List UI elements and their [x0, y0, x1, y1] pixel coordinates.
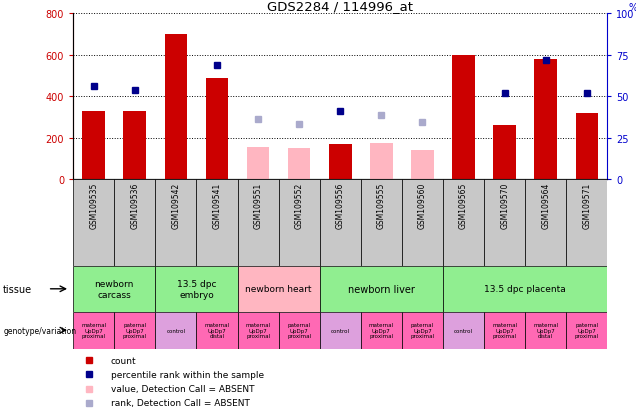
Bar: [288, 149, 310, 180]
Text: GSM109571: GSM109571: [583, 182, 591, 228]
Bar: [443, 266, 607, 312]
Bar: [205, 78, 228, 180]
Bar: [534, 60, 557, 180]
Bar: [279, 180, 320, 266]
Bar: [155, 312, 197, 349]
Text: GSM109555: GSM109555: [377, 182, 386, 228]
Bar: [329, 145, 352, 180]
Text: 13.5 dpc
embryo: 13.5 dpc embryo: [177, 280, 216, 299]
Bar: [525, 312, 566, 349]
Bar: [443, 312, 484, 349]
Text: tissue: tissue: [3, 284, 32, 294]
Text: GSM109551: GSM109551: [254, 182, 263, 228]
Bar: [155, 266, 237, 312]
Bar: [237, 312, 279, 349]
Bar: [279, 312, 320, 349]
Text: maternal
UpDp7
proximal: maternal UpDp7 proximal: [81, 322, 106, 339]
Text: paternal
UpDp7
proximal: paternal UpDp7 proximal: [287, 322, 311, 339]
Bar: [155, 180, 197, 266]
Bar: [484, 180, 525, 266]
Text: newborn
carcass: newborn carcass: [95, 280, 134, 299]
Text: GSM109542: GSM109542: [171, 182, 181, 228]
Text: control: control: [454, 328, 473, 333]
Text: maternal
UpDp7
proximal: maternal UpDp7 proximal: [492, 322, 517, 339]
Text: percentile rank within the sample: percentile rank within the sample: [111, 370, 264, 379]
Bar: [73, 180, 114, 266]
Bar: [484, 312, 525, 349]
Text: maternal
UpDp7
proximal: maternal UpDp7 proximal: [369, 322, 394, 339]
Text: paternal
UpDp7
proximal: paternal UpDp7 proximal: [123, 322, 147, 339]
Bar: [320, 180, 361, 266]
Bar: [525, 180, 566, 266]
Text: maternal
UpDp7
distal: maternal UpDp7 distal: [533, 322, 558, 339]
Bar: [452, 56, 475, 180]
Bar: [443, 180, 484, 266]
Bar: [197, 180, 237, 266]
Text: maternal
UpDp7
proximal: maternal UpDp7 proximal: [245, 322, 271, 339]
Bar: [73, 266, 155, 312]
Bar: [114, 312, 155, 349]
Text: GSM109565: GSM109565: [459, 182, 468, 228]
Bar: [370, 144, 392, 180]
Bar: [494, 126, 516, 180]
Text: rank, Detection Call = ABSENT: rank, Detection Call = ABSENT: [111, 398, 249, 407]
Bar: [73, 312, 114, 349]
Text: 13.5 dpc placenta: 13.5 dpc placenta: [485, 285, 566, 294]
Bar: [361, 312, 402, 349]
Text: control: control: [331, 328, 350, 333]
Bar: [165, 35, 187, 180]
Bar: [411, 151, 434, 180]
Bar: [114, 180, 155, 266]
Text: GSM109556: GSM109556: [336, 182, 345, 228]
Text: %: %: [629, 3, 636, 13]
Text: newborn heart: newborn heart: [245, 285, 312, 294]
Bar: [83, 112, 105, 180]
Bar: [402, 180, 443, 266]
Text: count: count: [111, 356, 136, 365]
Text: newborn liver: newborn liver: [348, 284, 415, 294]
Bar: [123, 112, 146, 180]
Title: GDS2284 / 114996_at: GDS2284 / 114996_at: [267, 0, 413, 13]
Bar: [247, 148, 270, 180]
Text: control: control: [167, 328, 185, 333]
Bar: [566, 180, 607, 266]
Bar: [237, 180, 279, 266]
Bar: [320, 312, 361, 349]
Text: genotype/variation: genotype/variation: [3, 326, 76, 335]
Bar: [197, 312, 237, 349]
Bar: [402, 312, 443, 349]
Text: GSM109535: GSM109535: [89, 182, 98, 228]
Text: GSM109564: GSM109564: [541, 182, 550, 228]
Text: paternal
UpDp7
proximal: paternal UpDp7 proximal: [575, 322, 599, 339]
Text: paternal
UpDp7
proximal: paternal UpDp7 proximal: [410, 322, 434, 339]
Bar: [576, 114, 598, 180]
Bar: [566, 312, 607, 349]
Bar: [361, 180, 402, 266]
Text: GSM109541: GSM109541: [212, 182, 221, 228]
Text: maternal
UpDp7
distal: maternal UpDp7 distal: [204, 322, 230, 339]
Text: GSM109536: GSM109536: [130, 182, 139, 228]
Bar: [320, 266, 443, 312]
Text: value, Detection Call = ABSENT: value, Detection Call = ABSENT: [111, 384, 254, 393]
Text: GSM109560: GSM109560: [418, 182, 427, 228]
Bar: [237, 266, 320, 312]
Text: GSM109552: GSM109552: [294, 182, 303, 228]
Text: GSM109570: GSM109570: [500, 182, 509, 228]
